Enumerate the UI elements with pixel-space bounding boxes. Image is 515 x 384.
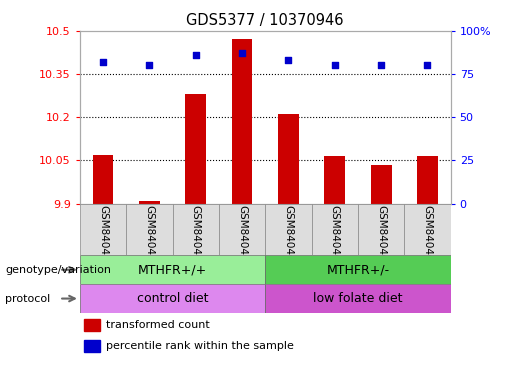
Bar: [232, 39, 252, 204]
Bar: [139, 201, 160, 204]
Bar: [83, 340, 100, 352]
Point: [331, 62, 339, 68]
Point: [377, 62, 385, 68]
Bar: [185, 94, 206, 204]
Text: percentile rank within the sample: percentile rank within the sample: [106, 341, 294, 351]
Bar: [417, 156, 438, 204]
FancyBboxPatch shape: [312, 204, 358, 255]
Bar: [324, 156, 345, 204]
FancyBboxPatch shape: [80, 255, 265, 284]
Text: MTHFR+/+: MTHFR+/+: [138, 263, 207, 276]
Text: GSM840459: GSM840459: [144, 205, 154, 268]
Bar: [278, 114, 299, 204]
FancyBboxPatch shape: [126, 204, 173, 255]
Text: MTHFR+/-: MTHFR+/-: [327, 263, 389, 276]
Point: [99, 59, 107, 65]
Point: [284, 57, 293, 63]
Bar: [93, 154, 113, 204]
Point: [423, 62, 432, 68]
Point: [238, 50, 246, 56]
Text: GSM840461: GSM840461: [237, 205, 247, 268]
Bar: [83, 319, 100, 331]
FancyBboxPatch shape: [219, 204, 265, 255]
FancyBboxPatch shape: [80, 284, 265, 313]
Text: protocol: protocol: [5, 293, 50, 304]
Text: GSM840463: GSM840463: [330, 205, 340, 268]
Text: GDS5377 / 10370946: GDS5377 / 10370946: [186, 13, 344, 28]
Bar: [371, 165, 391, 204]
Point: [145, 62, 153, 68]
FancyBboxPatch shape: [404, 204, 451, 255]
Text: GSM840462: GSM840462: [283, 205, 294, 268]
Text: transformed count: transformed count: [106, 320, 210, 330]
Text: control diet: control diet: [137, 292, 208, 305]
Text: genotype/variation: genotype/variation: [5, 265, 111, 275]
Point: [192, 52, 200, 58]
Text: GSM840465: GSM840465: [422, 205, 433, 268]
Text: GSM840460: GSM840460: [191, 205, 201, 268]
FancyBboxPatch shape: [265, 204, 312, 255]
FancyBboxPatch shape: [358, 204, 404, 255]
Text: GSM840458: GSM840458: [98, 205, 108, 268]
FancyBboxPatch shape: [173, 204, 219, 255]
Text: low folate diet: low folate diet: [313, 292, 403, 305]
FancyBboxPatch shape: [80, 204, 126, 255]
FancyBboxPatch shape: [265, 284, 451, 313]
Text: GSM840464: GSM840464: [376, 205, 386, 268]
FancyBboxPatch shape: [265, 255, 451, 284]
